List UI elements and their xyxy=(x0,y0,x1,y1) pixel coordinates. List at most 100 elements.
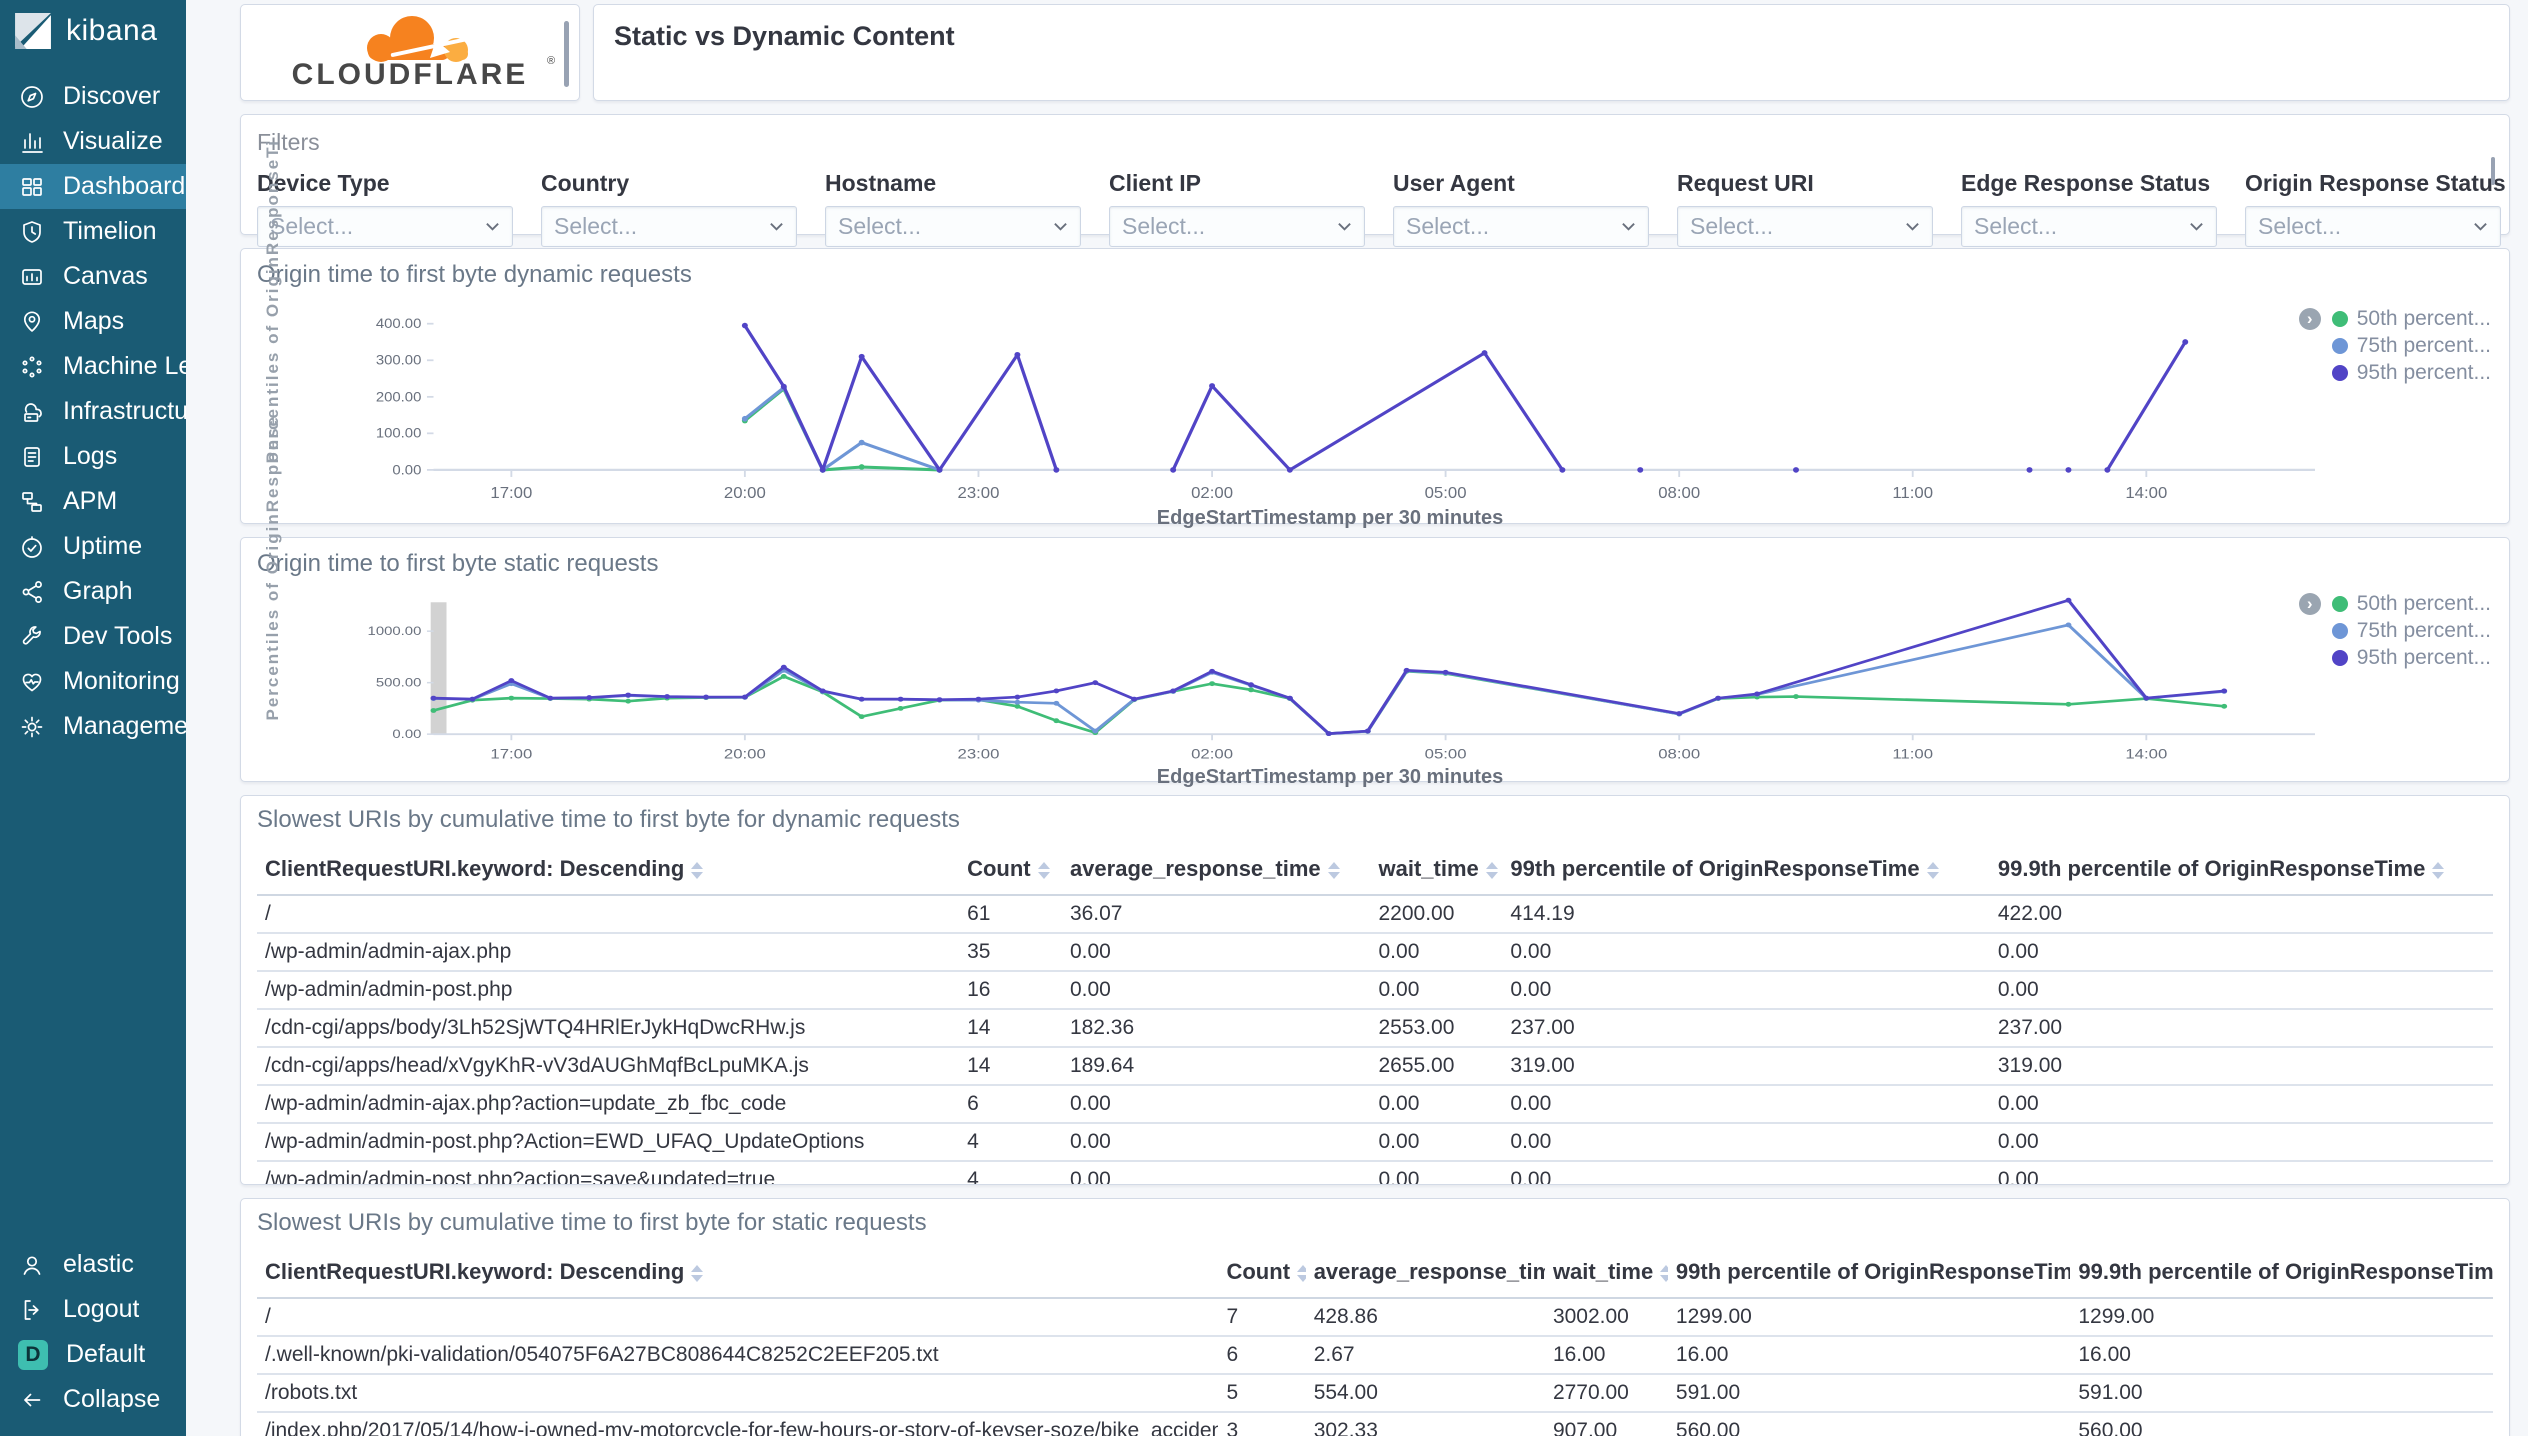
table-row[interactable]: /wp-admin/admin-post.php?action=save&upd… xyxy=(257,1161,2493,1184)
static-chart-panel: Origin time to first byte static request… xyxy=(240,415,2510,788)
table-row[interactable]: /cdn-cgi/apps/body/3Lh52SjWTQ4HRlErJykHq… xyxy=(257,1009,2493,1048)
svg-text:02:00: 02:00 xyxy=(1191,485,1233,503)
filter-select-origin-response-status[interactable]: Select... xyxy=(2245,206,2501,247)
static-uris-table: ClientRequestURI.keyword: Descending Coun… xyxy=(257,1249,2493,1436)
static-requests-chart[interactable]: 0.00 500.00 1000.00 17:00 20:00 23:00 02:00 05:… xyxy=(345,584,2315,766)
table-row[interactable]: /.well-known/pki-validation/054075F6A27B… xyxy=(257,1336,2493,1375)
value-cell: 907.00 xyxy=(1544,1412,1668,1436)
column-header-99th-percentile-of-originresponsetime[interactable]: 99th percentile of OriginResponseTime xyxy=(1502,846,1990,896)
column-header-wait-time[interactable]: wait_time xyxy=(1370,846,1503,896)
sidebar-item-machine-le[interactable]: Machine Le... xyxy=(0,344,186,389)
main-content: CLOUDFLARE ® Static vs Dynamic Content F… xyxy=(186,0,2528,1436)
legend-expand-icon[interactable]: › xyxy=(2298,308,2321,330)
value-cell: 0.00 xyxy=(1370,971,1503,1010)
legend-item-50th-percent[interactable]: › 50th percent... xyxy=(2298,305,2491,332)
sidebar-item-maps[interactable]: Maps xyxy=(0,299,186,344)
filter-select-request-uri[interactable]: Select... xyxy=(1677,206,1933,247)
select-placeholder: Select... xyxy=(1122,213,1206,239)
column-header-99-9th-percentile-of-originresponsetime[interactable]: 99.9th percentile of OriginResponseTime xyxy=(2070,1249,2493,1299)
uri-cell: / xyxy=(257,895,960,934)
legend-item-95th-percent[interactable]: 95th percent... xyxy=(2331,644,2491,671)
table-row[interactable]: /wp-admin/admin-ajax.php 35 0.00 0.00 0.00 0.… xyxy=(257,933,2493,972)
logs-icon xyxy=(18,443,45,470)
legend-label: 75th percent... xyxy=(2356,618,2491,642)
column-header-clientrequesturi-keyword-descending[interactable]: ClientRequestURI.keyword: Descending xyxy=(257,846,960,896)
svg-text:11:00: 11:00 xyxy=(1892,485,1933,503)
legend-item-50th-percent[interactable]: › 50th percent... xyxy=(2298,590,2491,617)
table-row[interactable]: /cdn-cgi/apps/head/xVgyKhR-vV3dAUGhMqfBc… xyxy=(257,1047,2493,1086)
filter-group-edge-response-status: Edge Response Status Select... xyxy=(1961,170,2245,247)
value-cell: 16 xyxy=(959,971,1062,1010)
sidebar-item-logout[interactable]: Logout xyxy=(0,1287,186,1332)
column-header-average-response-time[interactable]: average_response_time xyxy=(1305,1249,1545,1299)
logo-panel-scrollbar[interactable] xyxy=(564,21,569,87)
kibana-brand[interactable]: kibana xyxy=(0,0,186,60)
sidebar-item-logs[interactable]: Logs xyxy=(0,434,186,479)
sidebar-item-label: Default xyxy=(66,1340,146,1368)
filters-panel-scrollbar[interactable] xyxy=(2491,157,2495,185)
collapse-icon xyxy=(18,1386,45,1413)
sort-icon xyxy=(1660,1264,1668,1282)
table-row[interactable]: /index.php/2017/05/14/how-i-owned-my-mot… xyxy=(257,1412,2493,1436)
registered-mark: ® xyxy=(547,55,555,67)
filters-panel-label: Filters xyxy=(257,129,320,155)
sidebar-item-visualize[interactable]: Visualize xyxy=(0,119,186,164)
sidebar-item-apm[interactable]: APM xyxy=(0,479,186,524)
filter-select-client-ip[interactable]: Select... xyxy=(1109,206,1365,247)
table-row[interactable]: /wp-admin/admin-ajax.php?action=update_z… xyxy=(257,1085,2493,1124)
sidebar-item-graph[interactable]: Graph xyxy=(0,569,186,614)
filter-select-edge-response-status[interactable]: Select... xyxy=(1961,206,2217,247)
sidebar-item-dashboard[interactable]: Dashboard xyxy=(0,164,186,209)
sidebar-item-label: elastic xyxy=(63,1250,134,1278)
filter-select-user-agent[interactable]: Select... xyxy=(1393,206,1649,247)
column-header-99th-percentile-of-originresponsetime[interactable]: 99th percentile of OriginResponseTime xyxy=(1667,1249,2071,1299)
sidebar-item-timelion[interactable]: Timelion xyxy=(0,209,186,254)
sidebar-item-collapse[interactable]: Collapse xyxy=(0,1377,186,1422)
legend-item-75th-percent[interactable]: 75th percent... xyxy=(2331,332,2491,359)
column-header-count[interactable]: Count xyxy=(959,846,1062,896)
static-chart-y-axis-label: Percentiles of OriginResponse xyxy=(263,415,282,721)
sidebar-item-monitoring[interactable]: Monitoring xyxy=(0,659,186,704)
dynamic-requests-chart[interactable]: 0.00 100.00 200.00 300.00 400.00 17:00 20:00 23… xyxy=(345,295,2315,507)
column-header-clientrequesturi-keyword-descending[interactable]: ClientRequestURI.keyword: Descending xyxy=(257,1249,1219,1299)
filter-select-hostname[interactable]: Select... xyxy=(825,206,1081,247)
sidebar-item-uptime[interactable]: Uptime xyxy=(0,524,186,569)
select-placeholder: Select... xyxy=(270,213,354,239)
uri-cell: /wp-admin/admin-post.php?Action=EWD_UFAQ… xyxy=(257,1123,960,1162)
legend-expand-icon[interactable]: › xyxy=(2298,593,2321,615)
table-row[interactable]: /robots.txt 5 554.00 2770.00 591.00 591.00 xyxy=(257,1374,2493,1413)
table-row[interactable]: /61 36.07 2200.00 414.19 422.00 xyxy=(257,895,2493,934)
sidebar-item-label: Dev Tools xyxy=(63,622,173,650)
sidebar-item-label: Visualize xyxy=(63,127,163,155)
sidebar-item-label: Management xyxy=(63,712,186,740)
sidebar-item-default[interactable]: D Default xyxy=(0,1332,186,1377)
sidebar-item-elastic[interactable]: elastic xyxy=(0,1242,186,1287)
column-header-count[interactable]: Count xyxy=(1218,1249,1306,1299)
dynamic-chart-title: Origin time to first byte dynamic reques… xyxy=(257,261,692,288)
legend-item-95th-percent[interactable]: 95th percent... xyxy=(2331,359,2491,386)
filter-label-client-ip: Client IP xyxy=(1109,170,1202,196)
sidebar-item-management[interactable]: Management xyxy=(0,704,186,749)
value-cell: 6 xyxy=(1218,1336,1306,1375)
sidebar-item-canvas[interactable]: Canvas xyxy=(0,254,186,299)
static-chart-title: Origin time to first byte static request… xyxy=(257,550,659,577)
value-cell: 414.19 xyxy=(1502,895,1990,934)
table-row[interactable]: /wp-admin/admin-post.php?Action=EWD_UFAQ… xyxy=(257,1123,2493,1162)
table-row[interactable]: /7 428.86 3002.00 1299.00 1299.00 xyxy=(257,1298,2493,1337)
svg-text:400.00: 400.00 xyxy=(376,316,422,332)
svg-text:05:00: 05:00 xyxy=(1425,747,1467,762)
sidebar-item-infrastructure[interactable]: Infrastructure xyxy=(0,389,186,434)
filter-group-user-agent: User Agent Select... xyxy=(1393,170,1677,247)
sidebar-item-dev-tools[interactable]: Dev Tools xyxy=(0,614,186,659)
sidebar-item-discover[interactable]: Discover xyxy=(0,74,186,119)
legend-dot xyxy=(2331,337,2348,354)
column-header-99-9th-percentile-of-originresponsetime[interactable]: 99.9th percentile of OriginResponseTime xyxy=(1989,846,2493,896)
filter-select-country[interactable]: Select... xyxy=(541,206,797,247)
table-row[interactable]: /wp-admin/admin-post.php 16 0.00 0.00 0.00 0.… xyxy=(257,971,2493,1010)
uri-cell: /wp-admin/admin-post.php xyxy=(257,971,960,1010)
filter-select-device-type[interactable]: Select... xyxy=(257,206,513,247)
column-header-wait-time[interactable]: wait_time xyxy=(1544,1249,1668,1299)
legend-item-75th-percent[interactable]: 75th percent... xyxy=(2331,617,2491,644)
default-space-icon: D xyxy=(18,1339,48,1370)
column-header-average-response-time[interactable]: average_response_time xyxy=(1061,846,1371,896)
